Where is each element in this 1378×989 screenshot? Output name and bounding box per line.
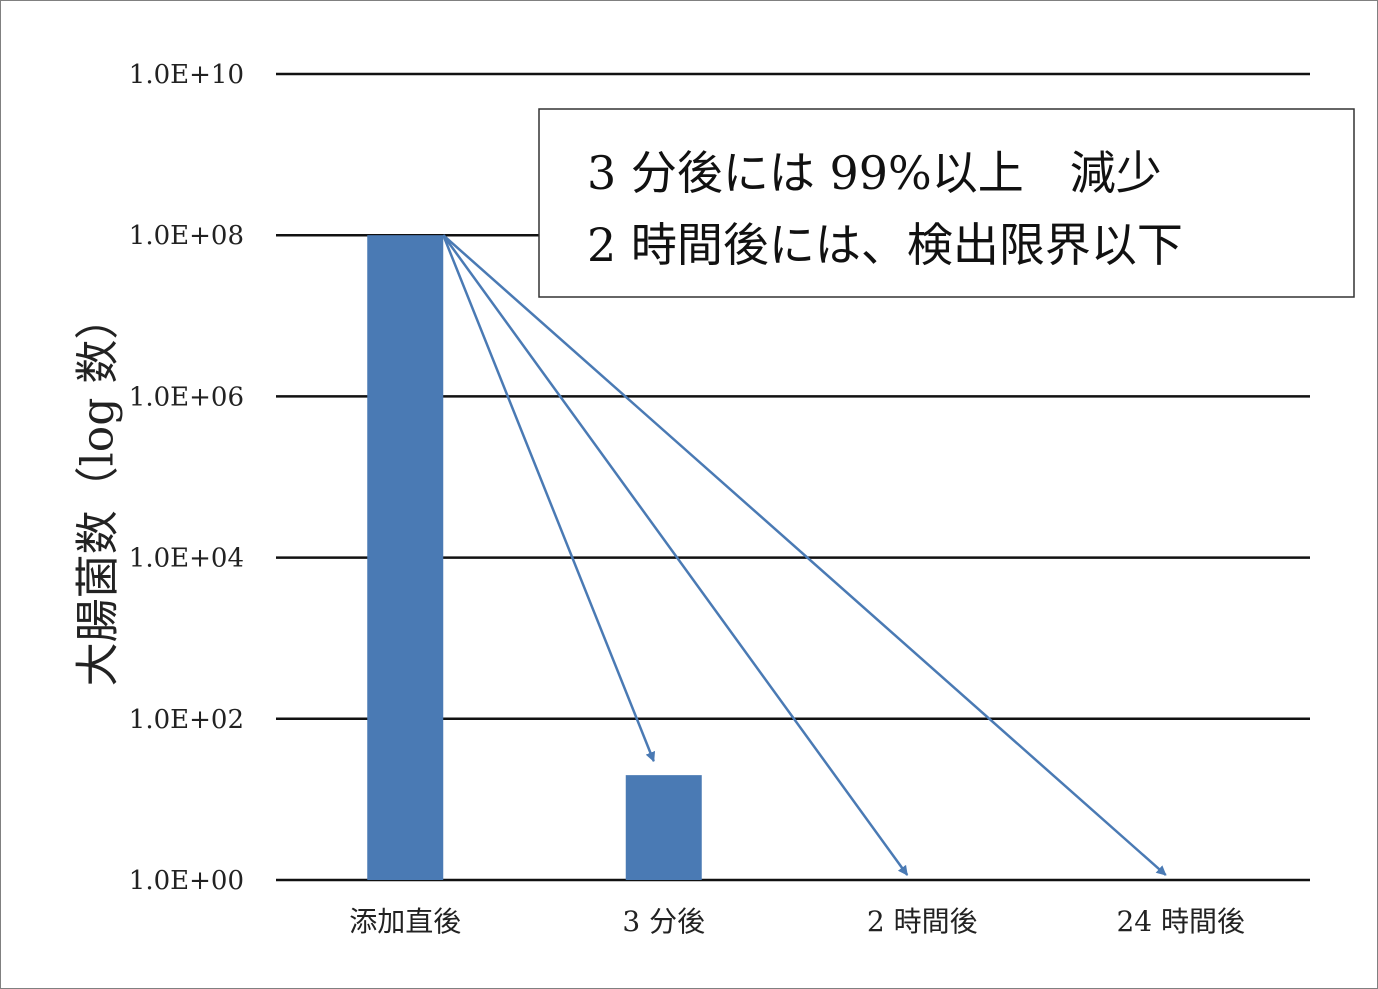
bar-1	[625, 775, 702, 880]
x-category-label-2: 2 時間後	[867, 905, 978, 938]
y-tick-label-5: 1.0E+10	[129, 60, 244, 90]
y-tick-label-4: 1.0E+08	[129, 221, 244, 251]
y-axis-label: 大腸菌数（log 数）	[73, 296, 124, 687]
x-category-label-3: 24 時間後	[1116, 905, 1245, 938]
x-category-label-1: 3 分後	[622, 905, 705, 938]
bar-0	[367, 235, 444, 880]
y-tick-label-1: 1.0E+02	[129, 705, 244, 735]
x-axis-categories: 添加直後 3 分後 2 時間後 24 時間後	[349, 905, 1245, 938]
decline-arrow-2	[442, 234, 1167, 876]
y-axis-ticks: 1.0E+00 1.0E+02 1.0E+04 1.0E+06 1.0E+08 1.0E+…	[129, 60, 244, 896]
annotation-box: 3 分後には 99%以上 減少 2 時間後には、検出限界以下	[538, 108, 1355, 298]
y-tick-label-0: 1.0E+00	[129, 866, 244, 896]
decline-arrows	[442, 234, 1167, 876]
decline-arrow-0	[442, 234, 656, 763]
annotation-line-1: 3 分後には 99%以上 減少	[587, 146, 1162, 200]
bars	[367, 235, 702, 880]
y-tick-label-3: 1.0E+06	[129, 382, 244, 412]
x-category-label-0: 添加直後	[349, 905, 461, 938]
decline-arrow-1	[442, 234, 909, 876]
annotation-line-2: 2 時間後には、検出限界以下	[587, 218, 1183, 272]
y-tick-label-2: 1.0E+04	[129, 544, 244, 574]
